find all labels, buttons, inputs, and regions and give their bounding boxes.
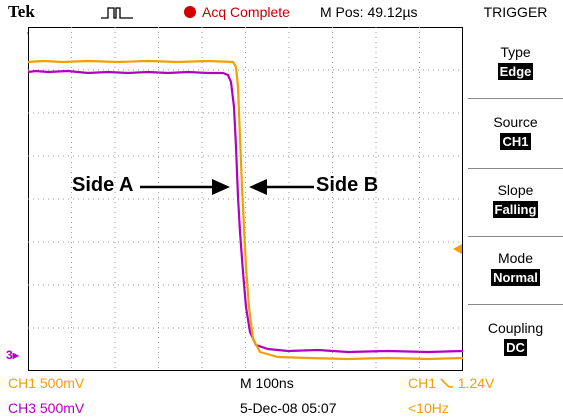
ch3-trace: [28, 69, 463, 354]
menu-coupling-value: DC: [504, 339, 527, 356]
status-text: Acq Complete: [202, 4, 290, 20]
ch1-trace: [28, 59, 463, 361]
trigger-level-readout: 1.24V: [457, 375, 495, 391]
pulse-icon: [101, 7, 133, 19]
trigger-source-readout: CH1: [408, 375, 437, 391]
status-dot-icon: [184, 6, 196, 18]
falling-edge-icon: [440, 378, 453, 388]
ground-arrow-icon: ▸: [12, 348, 19, 362]
menu-divider: [468, 98, 563, 99]
menu-coupling-label: Coupling: [487, 320, 544, 336]
ch3-scale-readout: CH3 500mV: [8, 400, 85, 416]
datetime-readout: 5-Dec-08 05:07: [240, 400, 337, 416]
graticule-grid: [28, 27, 463, 371]
side-a-label: Side A: [72, 174, 134, 196]
menu-mode[interactable]: Mode Normal: [468, 250, 563, 286]
ch1-scale-readout: CH1 500mV: [8, 375, 85, 391]
trigger-menu-title: TRIGGER: [483, 4, 548, 20]
trigger-frequency-readout: <10Hz: [408, 400, 449, 416]
menu-divider: [468, 168, 563, 169]
menu-mode-label: Mode: [497, 250, 534, 266]
side-b-arrow-icon: [249, 179, 314, 195]
menu-divider: [468, 236, 563, 237]
trigger-readout: CH1 1.24V: [408, 375, 494, 391]
menu-type-value: Edge: [497, 63, 534, 80]
brand-logo: Tek: [8, 2, 35, 21]
trigger-level-marker-icon: [453, 244, 462, 254]
menu-source-value: CH1: [500, 133, 531, 150]
menu-coupling[interactable]: Coupling DC: [468, 320, 563, 356]
menu-type-label: Type: [500, 44, 531, 60]
menu-slope-label: Slope: [497, 182, 534, 198]
menu-slope-value: Falling: [492, 201, 539, 218]
side-a-arrow-icon: [140, 179, 230, 195]
waveform-plot: [28, 27, 463, 371]
menu-source-label: Source: [493, 114, 538, 130]
horizontal-position: M Pos: 49.12µs: [320, 4, 418, 20]
menu-mode-value: Normal: [491, 269, 540, 286]
menu-slope[interactable]: Slope Falling: [468, 182, 563, 218]
menu-type[interactable]: Type Edge: [468, 44, 563, 80]
ch3-ground-marker: 3▸: [6, 348, 19, 362]
menu-source[interactable]: Source CH1: [468, 114, 563, 150]
side-b-label: Side B: [316, 174, 379, 196]
menu-divider: [468, 304, 563, 305]
timebase-readout: M 100ns: [240, 375, 294, 391]
acquisition-status: Acq Complete: [184, 4, 290, 20]
